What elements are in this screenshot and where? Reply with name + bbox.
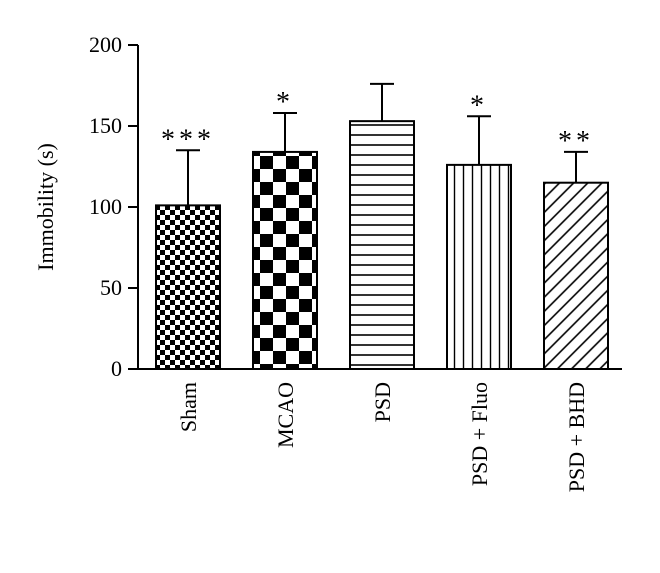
- y-tick-label: 100: [89, 194, 122, 219]
- x-category-label: PSD + Fluo: [467, 382, 492, 486]
- y-tick-label: 200: [89, 32, 122, 57]
- bar-group: **: [543, 126, 609, 370]
- y-ticks: 0 50 100 150 200: [89, 32, 138, 381]
- x-category-label: MCAO: [273, 382, 298, 448]
- significance-label: *: [276, 87, 294, 118]
- y-tick-label: 150: [89, 113, 122, 138]
- significance-label: **: [558, 126, 594, 157]
- bar-group: [349, 82, 415, 370]
- x-category-label: Sham: [176, 382, 201, 432]
- bar: [349, 120, 415, 370]
- bar: [446, 163, 512, 370]
- x-category-label: PSD: [370, 382, 395, 422]
- significance-label: *: [470, 90, 488, 121]
- y-axis-title: Immobility (s): [33, 143, 58, 271]
- bar: [543, 181, 609, 370]
- y-tick-label: 50: [100, 275, 122, 300]
- bar: [155, 204, 221, 370]
- y-tick-label: 0: [111, 356, 122, 381]
- bars: **** ***: [155, 82, 609, 370]
- significance-label: ***: [161, 124, 215, 155]
- bar-group: *: [252, 87, 318, 370]
- x-category-label: PSD + BHD: [564, 382, 589, 492]
- bar-group: ***: [155, 124, 221, 370]
- bar-group: *: [446, 90, 512, 370]
- x-labels: Sham MCAO PSD PSD + Fluo PSD + BHD: [176, 382, 589, 492]
- bar: [252, 150, 318, 370]
